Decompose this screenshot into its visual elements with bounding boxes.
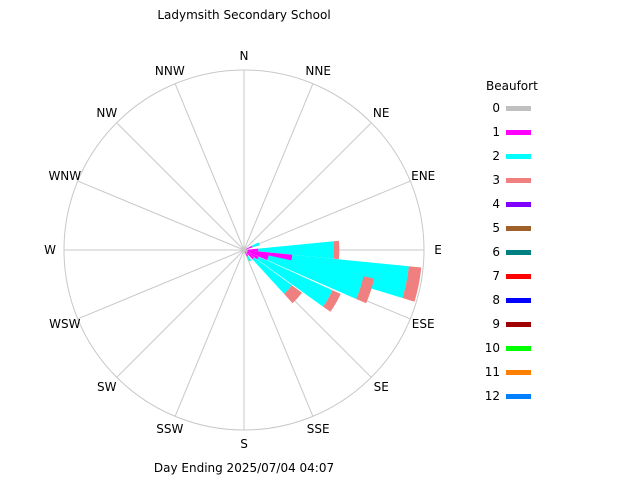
direction-label-w: W xyxy=(44,243,56,257)
direction-label-nne: NNE xyxy=(305,64,331,78)
legend-label-3: 3 xyxy=(492,173,500,187)
legend-swatch-11 xyxy=(506,370,531,375)
direction-label-sse: SSE xyxy=(307,422,330,436)
direction-label-wsw: WSW xyxy=(49,317,80,331)
spoke-nne xyxy=(243,83,314,251)
legend-label-0: 0 xyxy=(492,101,500,115)
petal-5-beaufort-2 xyxy=(252,257,292,294)
legend-swatch-3 xyxy=(506,178,531,183)
legend-swatch-9 xyxy=(506,322,531,327)
petal-0-beaufort-1 xyxy=(245,245,253,250)
direction-label-sw: SW xyxy=(97,380,117,394)
legend-swatch-1 xyxy=(506,130,531,135)
petal-6-beaufort-0 xyxy=(244,250,245,252)
direction-label-ese: ESE xyxy=(412,317,435,331)
direction-label-se: SE xyxy=(374,380,389,394)
legend-swatch-12 xyxy=(506,394,531,399)
legend-label-9: 9 xyxy=(492,317,500,331)
petal-0-beaufort-2 xyxy=(251,242,260,248)
chart-title: Ladymsith Secondary School xyxy=(157,8,330,22)
legend-title: Beaufort xyxy=(486,79,538,93)
petal-6-beaufort-2 xyxy=(247,255,252,262)
legend-label-12: 12 xyxy=(485,389,500,403)
legend-swatch-8 xyxy=(506,298,531,303)
spoke-ne xyxy=(243,122,372,251)
petal-5-beaufort-3 xyxy=(284,285,302,304)
petal-4-beaufort-1 xyxy=(246,251,259,260)
legend-label-8: 8 xyxy=(492,293,500,307)
direction-spokes xyxy=(64,70,424,430)
legend-label-10: 10 xyxy=(485,341,500,355)
legend-label-2: 2 xyxy=(492,149,500,163)
direction-label-n: N xyxy=(240,49,249,63)
petal-3-beaufort-3 xyxy=(356,276,375,304)
legend-swatch-10 xyxy=(506,346,531,351)
legend-label-7: 7 xyxy=(492,269,500,283)
wind-petals xyxy=(244,240,422,312)
spoke-sse xyxy=(243,249,314,417)
petal-4-beaufort-3 xyxy=(323,290,341,312)
spoke-ene xyxy=(243,180,411,251)
direction-label-nw: NW xyxy=(96,106,117,120)
petal-5-beaufort-1 xyxy=(246,252,255,260)
legend-swatch-6 xyxy=(506,250,531,255)
legend-swatch-7 xyxy=(506,274,531,279)
petal-4-beaufort-0 xyxy=(244,250,248,253)
legend-swatch-5 xyxy=(506,226,531,231)
petal-3-beaufort-0 xyxy=(244,250,248,252)
petal-1-beaufort-2 xyxy=(258,241,335,259)
legend-label-11: 11 xyxy=(485,365,500,379)
spoke-wnw xyxy=(77,180,245,251)
spoke-nnw xyxy=(174,83,245,251)
direction-label-ne: NE xyxy=(373,106,390,120)
legend-swatch-4 xyxy=(506,202,531,207)
legend-label-1: 1 xyxy=(492,125,500,139)
spoke-nw xyxy=(116,122,245,251)
petal-5-beaufort-0 xyxy=(244,250,247,253)
petal-1-beaufort-0 xyxy=(244,249,248,251)
direction-label-wnw: WNW xyxy=(48,169,81,183)
petal-1-beaufort-1 xyxy=(247,248,259,252)
petal-2-beaufort-3 xyxy=(402,266,422,302)
direction-label-ssw: SSW xyxy=(156,422,183,436)
petal-4-beaufort-2 xyxy=(257,256,333,307)
legend-label-4: 4 xyxy=(492,197,500,211)
spoke-sw xyxy=(116,249,245,378)
direction-label-nnw: NNW xyxy=(155,64,185,78)
spoke-ssw xyxy=(174,249,245,417)
direction-label-e: E xyxy=(434,243,442,257)
petal-1-beaufort-3 xyxy=(333,240,340,260)
direction-label-s: S xyxy=(240,437,248,451)
legend-swatch-0 xyxy=(506,106,531,111)
direction-label-ene: ENE xyxy=(411,169,435,183)
spoke-wsw xyxy=(77,249,245,320)
petal-0-beaufort-0 xyxy=(244,249,246,250)
legend-label-6: 6 xyxy=(492,245,500,259)
direction-labels: N NNE NE ENE E ESE SE SSE S SSW SW WSW W WNW NW NNW xyxy=(44,49,442,451)
petal-6-beaufort-1 xyxy=(244,251,249,257)
petal-3-beaufort-1 xyxy=(247,250,269,261)
chart-footer: Day Ending 2025/07/04 04:07 xyxy=(154,461,334,475)
petal-3-beaufort-2 xyxy=(267,255,364,299)
legend-swatch-2 xyxy=(506,154,531,159)
legend-label-5: 5 xyxy=(492,221,500,235)
